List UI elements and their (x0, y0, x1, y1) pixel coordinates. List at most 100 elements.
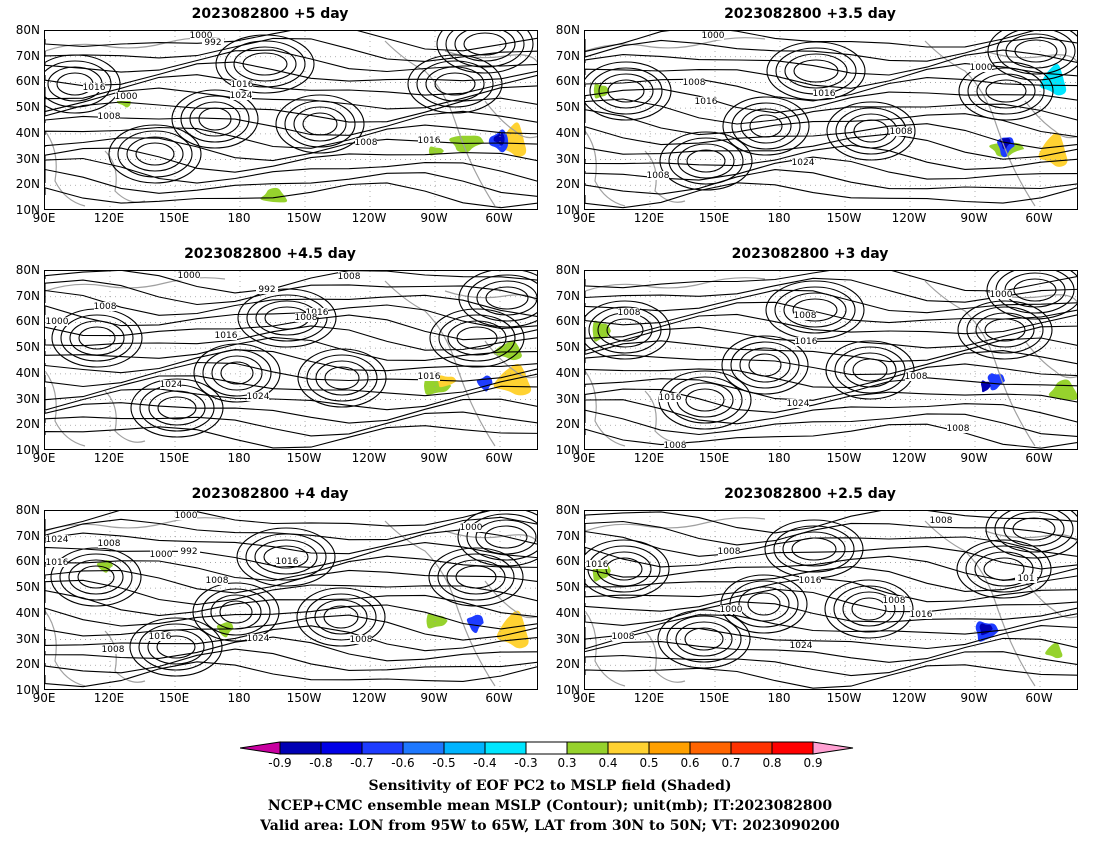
longitude-tick-label: 90W (420, 691, 448, 705)
isobar (843, 352, 897, 388)
isobar (45, 147, 537, 173)
isobar (45, 304, 537, 330)
isobar (585, 49, 1077, 76)
sensitivity-shading (1038, 132, 1068, 167)
isobar (965, 545, 1043, 593)
coastline (384, 40, 496, 207)
contour-label: 1008 (338, 272, 361, 282)
sensitivity-shading (588, 624, 604, 637)
isobar (324, 366, 360, 390)
isobar (456, 326, 498, 350)
colorbar-segment (320, 741, 363, 755)
sensitivity-shading (903, 122, 923, 140)
colorbar-tick-label: -0.6 (391, 756, 415, 770)
isobar (45, 60, 112, 108)
map-plot: 1000992100810161008100010081016102410241… (44, 270, 538, 450)
colorbar-segment (525, 741, 568, 755)
isobar (791, 537, 837, 561)
coastline (644, 630, 686, 683)
latitude-tick-label: 10N (15, 682, 40, 697)
latitude-tick-label: 60N (15, 74, 40, 89)
isobar (747, 592, 781, 616)
isobar (45, 325, 537, 351)
isobar (585, 98, 1077, 125)
coastline (444, 290, 537, 303)
isobar (589, 67, 663, 115)
latitude-tick-label: 30N (15, 631, 40, 646)
contour-label-bg (355, 138, 377, 147)
isobar (45, 168, 537, 197)
contour-label: 1016 (276, 557, 299, 567)
longitude-tick-label: 150W (826, 451, 862, 465)
panel-title: 2023082800 +2.5 day (724, 486, 896, 502)
longitude-tick-label: 150E (698, 451, 730, 465)
isobar (668, 137, 744, 185)
colorbar-triangle (240, 741, 281, 755)
isobar (852, 358, 888, 382)
map-plot: 1000 1008 1008 1016 1024 1016 1008 1008 1008 (584, 270, 1078, 450)
coastline (484, 100, 537, 139)
contour-label: 1016 (799, 576, 822, 586)
contour-label: 1008 (612, 632, 635, 642)
sensitivity-shading (714, 78, 765, 105)
contour-label-bg (418, 372, 440, 381)
isobar (45, 411, 537, 437)
isobar (475, 519, 537, 555)
coastline (104, 150, 146, 203)
contour-label-bg (795, 337, 817, 346)
sensitivity-shading (696, 50, 738, 71)
isobar (434, 72, 476, 96)
isobar (585, 63, 1077, 89)
isobar (215, 34, 315, 94)
colorbar-tick-label: -0.8 (309, 756, 333, 770)
coastline (924, 280, 1036, 447)
isobar (958, 61, 1054, 121)
isobar (851, 597, 887, 621)
contour-label-bg (98, 539, 120, 548)
contour-label-bg (718, 547, 740, 556)
contour-label: 1024 (230, 91, 253, 101)
latitude-tick-label: 80N (15, 23, 40, 37)
isobar (45, 636, 537, 662)
isobar (740, 108, 792, 144)
map-panel-2: 2023082800 +3.5 day 1000 1000 1008 1016 1016… (540, 0, 1080, 228)
isobar (171, 89, 259, 149)
latitude-tick-label: 20N (15, 657, 40, 672)
latitude-tick-label: 10N (555, 202, 580, 217)
longitude-tick-label: 150E (158, 691, 190, 705)
contour-label: 101 (1017, 574, 1034, 584)
isobar (224, 40, 306, 88)
isobar (50, 547, 142, 607)
contour-label-bg (190, 31, 212, 40)
isobar (284, 100, 356, 148)
latitude-tick-label: 40N (15, 365, 40, 380)
isobar (45, 614, 537, 641)
isobar (1014, 39, 1058, 63)
latitude-tick-label: 70N (555, 48, 580, 63)
isobar (585, 182, 1077, 209)
isobar (211, 355, 263, 391)
longitude-tick-label: 60W (1025, 451, 1053, 465)
isobar (853, 119, 889, 143)
colorbar-tick-label: 0.6 (680, 756, 700, 770)
contour-label: 1008 (794, 311, 817, 321)
coastline (104, 630, 146, 683)
isobar (607, 79, 645, 103)
contour-label-bg (970, 63, 992, 72)
contour-label: 1000 (150, 550, 173, 560)
isobar (730, 341, 800, 389)
sensitivity-shading (694, 576, 716, 594)
colorbar-segment (484, 741, 527, 755)
contour-label: 1000 (175, 511, 198, 521)
isobar (585, 363, 1077, 389)
isobar (428, 547, 524, 607)
isobar (129, 617, 223, 677)
contour-label: 1008 (890, 127, 913, 137)
contour-label: 1016 (659, 393, 682, 403)
isobar (985, 511, 1077, 559)
contour-label: 1000 (46, 317, 69, 327)
isobar (130, 378, 224, 438)
isobar (237, 288, 337, 348)
isobar (45, 398, 537, 424)
isobar (436, 31, 534, 74)
